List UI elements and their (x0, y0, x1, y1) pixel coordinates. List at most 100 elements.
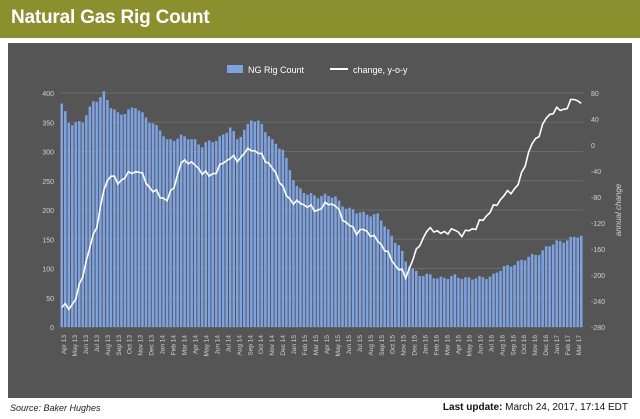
right-axis: -280 -240 -200 -160 -120 -80 -40 0 40 80 annual ch… (591, 91, 623, 332)
rig-count-bar (169, 139, 172, 327)
last-update-label: Last update: (442, 402, 503, 413)
x-tick-label: Aug 15 (368, 335, 375, 356)
right-tick-label: -120 (591, 221, 605, 228)
last-update-value: March 24, 2017, 17:14 EDT (505, 402, 628, 413)
rig-count-bar (214, 140, 218, 327)
x-tick-label: Feb 15 (302, 335, 309, 356)
rig-count-bar (330, 197, 334, 327)
right-tick-label: -200 (591, 273, 605, 280)
rig-count-bar (60, 103, 64, 327)
rig-count-bar (527, 256, 530, 327)
x-tick-label: Jul 15 (357, 335, 364, 353)
left-tick-label: 100 (42, 267, 54, 274)
rig-count-bar (274, 143, 278, 327)
rig-count-bar (186, 139, 190, 327)
x-tick-label: Nov 14 (269, 335, 276, 356)
rig-count-bar (295, 186, 299, 327)
rig-count-bar (204, 142, 207, 327)
rig-count-bar (576, 237, 579, 327)
x-tick-label: May 16 (466, 335, 473, 357)
left-tick-label: 0 (50, 325, 54, 332)
rig-count-bar (467, 277, 471, 327)
rig-count-bar (355, 213, 358, 327)
rig-count-bar (141, 112, 144, 328)
x-tick-label: Jun 13 (83, 335, 90, 355)
legend-label-line: change, y-o-y (353, 65, 408, 75)
rig-count-bar (348, 207, 351, 327)
rig-count-bar (411, 268, 415, 327)
right-tick-label: -240 (591, 299, 605, 306)
x-tick-label: Feb 14 (171, 335, 178, 356)
rig-count-bar (225, 132, 228, 327)
rig-count-bar (509, 266, 513, 327)
rig-count-bar (267, 136, 271, 327)
x-tick-label: Jul 13 (94, 335, 101, 353)
x-tick-label: May 13 (72, 335, 79, 357)
rig-count-bar (148, 122, 151, 328)
rig-count-bar (193, 139, 197, 327)
rig-count-bar (404, 261, 408, 327)
rig-count-bar (302, 193, 306, 327)
rig-count-bar (474, 278, 478, 327)
rig-count-bar (257, 120, 260, 328)
left-tick-label: 50 (46, 296, 54, 303)
rig-count-bar (144, 117, 148, 327)
rig-count-bar (102, 91, 106, 328)
rig-count-bar (320, 195, 323, 327)
rig-count-bar (218, 136, 221, 327)
rig-count-bar (422, 276, 425, 327)
rig-count-bar (71, 125, 74, 327)
rig-count-bar (530, 253, 534, 327)
rig-count-bar (453, 274, 457, 327)
rig-count-bar (109, 108, 113, 328)
rig-count-bar (155, 125, 158, 327)
rig-count-bar (158, 130, 162, 327)
x-tick-label: Sep 13 (116, 335, 123, 356)
x-tick-label: Jan 16 (423, 335, 430, 355)
rig-count-bar (548, 246, 551, 327)
rig-count-bar (151, 123, 155, 327)
rig-count-bar (516, 260, 520, 327)
chart-title: Natural Gas Rig Count (11, 7, 210, 28)
rig-count-bar (506, 264, 509, 327)
rig-count-bar (418, 276, 422, 327)
rig-count-bar (485, 279, 488, 327)
x-tick-label: Jun 14 (214, 335, 221, 355)
legend-swatch-bars (227, 65, 243, 73)
x-tick-label: Oct 13 (127, 335, 134, 355)
rig-count-bar (221, 134, 225, 327)
rig-count-bar (432, 278, 436, 327)
rig-count-bar (488, 276, 492, 327)
rig-count-bar (78, 121, 81, 327)
rig-count-bar (565, 240, 569, 327)
rig-count-bar (306, 194, 309, 327)
rig-count-bar (285, 157, 288, 327)
rig-count-bar (327, 195, 330, 327)
rig-count-bar (92, 101, 95, 327)
x-tick-label: Aug 16 (499, 335, 506, 356)
rig-count-bar (243, 129, 246, 327)
x-tick-label: Dec 13 (149, 335, 156, 356)
rig-count-bar (383, 226, 386, 327)
rig-count-bar (450, 276, 453, 327)
right-tick-label: -40 (591, 169, 601, 176)
rig-count-bar (260, 124, 264, 327)
x-tick-label: Apr 16 (455, 335, 462, 355)
rig-count-bar (569, 236, 572, 327)
rig-count-bar (513, 264, 516, 327)
x-tick-label: Jun 16 (477, 335, 484, 355)
x-tick-label: Apr 15 (324, 335, 331, 355)
left-tick-label: 150 (42, 237, 54, 244)
rig-count-bar (288, 170, 292, 327)
x-tick-label: Jan 15 (291, 335, 298, 355)
bar-series (60, 91, 583, 328)
rig-count-bar (341, 206, 344, 327)
x-tick-label: Sep 16 (510, 335, 517, 356)
rig-count-bar (579, 235, 583, 327)
rig-count-bar (246, 124, 250, 327)
source-note: Source: Baker Hughes (10, 403, 101, 413)
rig-count-bar (190, 139, 193, 327)
rig-count-bar (271, 139, 274, 327)
rig-count-bar (313, 195, 316, 327)
